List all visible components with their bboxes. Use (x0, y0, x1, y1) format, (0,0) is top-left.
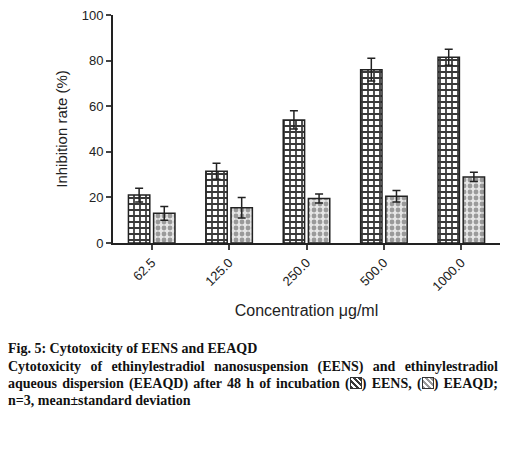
svg-text:0: 0 (96, 236, 103, 251)
svg-text:100: 100 (82, 8, 104, 23)
svg-text:62.5: 62.5 (130, 255, 159, 284)
svg-text:250.0: 250.0 (280, 255, 314, 289)
svg-text:20: 20 (89, 190, 103, 205)
svg-text:1000.0: 1000.0 (429, 255, 468, 294)
svg-text:500.0: 500.0 (357, 255, 391, 289)
svg-text:125.0: 125.0 (202, 255, 236, 289)
svg-text:Inhibition rate (%): Inhibition rate (%) (53, 70, 70, 188)
html-text:) EENS, (: ) EENS, ( (361, 376, 422, 391)
html-text:Fig. 5: Cytotoxicity of EENS a: Fig. 5: Cytotoxicity of EENS and EEAQD (8, 341, 258, 356)
html-text:) EEAQD; n=3, mean±standard de: ) EEAQD; n=3, mean±standard deviation (8, 376, 498, 408)
svg-text:Concentration μg/ml: Concentration μg/ml (235, 302, 379, 319)
html-text:Cytotoxicity of ethinylestradi: Cytotoxicity of ethinylestradiol nanosus… (8, 359, 498, 391)
svg-text:40: 40 (89, 144, 103, 159)
svg-text:80: 80 (89, 53, 103, 68)
svg-text:60: 60 (89, 99, 103, 114)
